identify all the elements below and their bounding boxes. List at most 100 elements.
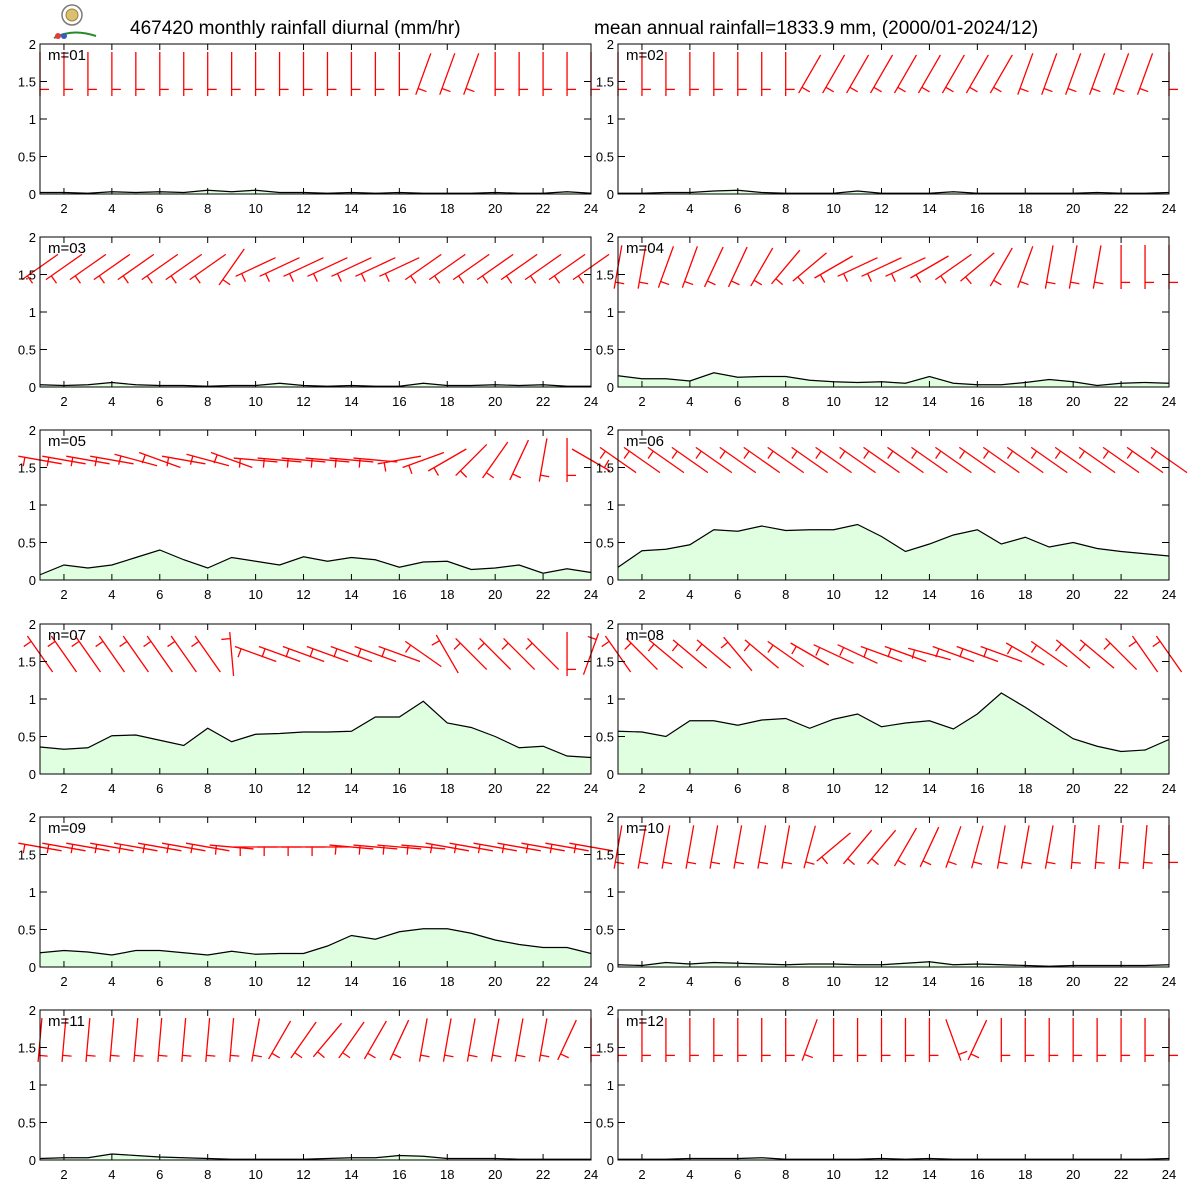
wind-barb bbox=[695, 446, 733, 474]
wind-barb bbox=[1041, 53, 1058, 95]
wind-barb bbox=[111, 52, 121, 96]
rain-area bbox=[40, 550, 591, 580]
x-tick-label: 10 bbox=[826, 587, 840, 602]
wind-barb bbox=[501, 637, 536, 671]
y-tick-label: 2 bbox=[607, 37, 614, 52]
wind-barb bbox=[231, 52, 241, 96]
wind-barb bbox=[671, 446, 709, 474]
wind-barb bbox=[353, 457, 398, 468]
wind-barb bbox=[934, 253, 972, 284]
x-tick-label: 10 bbox=[248, 394, 262, 409]
x-tick-label: 24 bbox=[584, 201, 598, 216]
panel-frame bbox=[617, 1009, 1170, 1161]
wind-barb bbox=[1044, 245, 1056, 289]
y-tick-label: 0 bbox=[607, 573, 614, 588]
wind-barb bbox=[452, 253, 490, 284]
x-tick-label: 10 bbox=[248, 587, 262, 602]
x-tick-label: 2 bbox=[60, 587, 67, 602]
wind-barb bbox=[919, 826, 940, 868]
wind-barb bbox=[1006, 446, 1044, 474]
wind-barb bbox=[477, 637, 512, 671]
x-tick-label: 12 bbox=[296, 394, 310, 409]
wind-barb bbox=[846, 54, 870, 94]
wind-barb bbox=[186, 453, 230, 467]
wind-barb bbox=[1065, 53, 1082, 95]
wind-barb bbox=[61, 1018, 72, 1062]
x-tick-label: 22 bbox=[536, 394, 550, 409]
wind-barb bbox=[312, 1022, 343, 1059]
wind-barb bbox=[815, 446, 853, 474]
y-tick-label: 2 bbox=[607, 230, 614, 245]
x-tick-label: 20 bbox=[488, 201, 502, 216]
wind-barb bbox=[839, 446, 876, 474]
panel-m=03: 00.511.522 4 6 8 10 12 14 16 18 20 22 24m=03 bbox=[18, 230, 610, 409]
y-tick-label: 0.5 bbox=[18, 536, 36, 551]
wind-barb bbox=[733, 825, 745, 869]
wind-barb bbox=[737, 1018, 747, 1062]
x-tick-label: 16 bbox=[970, 394, 984, 409]
wind-barb bbox=[415, 53, 432, 95]
wind-barb bbox=[234, 645, 277, 663]
x-tick-label: 10 bbox=[248, 974, 262, 989]
panel-frame bbox=[617, 816, 1170, 968]
wind-barb bbox=[887, 446, 924, 474]
wind-barb bbox=[917, 54, 941, 94]
wind-barb bbox=[965, 54, 989, 94]
wind-barb bbox=[647, 446, 685, 474]
x-tick-label: 4 bbox=[686, 587, 693, 602]
wind-barb bbox=[494, 52, 505, 96]
y-tick-label: 2 bbox=[29, 230, 36, 245]
x-tick-label: 8 bbox=[782, 394, 789, 409]
x-tick-label: 4 bbox=[108, 394, 115, 409]
y-tick-label: 0.5 bbox=[596, 1116, 614, 1131]
x-tick-label: 20 bbox=[1066, 1167, 1080, 1182]
y-tick-label: 0.5 bbox=[596, 536, 614, 551]
panel-m=07: 00.511.522 4 6 8 10 12 14 16 18 20 22 24m=07 bbox=[18, 617, 600, 796]
y-tick-label: 0 bbox=[29, 960, 36, 975]
y-tick-label: 2 bbox=[29, 423, 36, 438]
x-tick-label: 22 bbox=[1114, 1167, 1128, 1182]
wind-barb bbox=[114, 453, 158, 467]
x-tick-label: 10 bbox=[826, 781, 840, 796]
wind-barb bbox=[971, 825, 984, 869]
month-label: m=11 bbox=[48, 1013, 85, 1030]
wind-barb bbox=[1142, 825, 1153, 869]
wind-barb bbox=[945, 1019, 968, 1061]
panel-frame bbox=[617, 236, 1170, 388]
wind-barb bbox=[641, 1018, 651, 1062]
x-tick-label: 22 bbox=[1114, 394, 1128, 409]
y-tick-label: 1.5 bbox=[18, 655, 36, 670]
x-tick-label: 10 bbox=[248, 201, 262, 216]
y-tick-label: 1.5 bbox=[596, 461, 614, 476]
x-tick-label: 8 bbox=[782, 587, 789, 602]
wind-barb bbox=[455, 443, 488, 478]
x-tick-label: 6 bbox=[156, 201, 163, 216]
wind-barb bbox=[832, 1018, 843, 1062]
x-tick-label: 18 bbox=[1018, 587, 1032, 602]
wind-barb bbox=[1044, 825, 1056, 869]
panel-m=08: 00.511.522 4 6 8 10 12 14 16 18 20 22 24m=08 bbox=[596, 617, 1183, 796]
wind-barb bbox=[861, 257, 902, 282]
y-tick-label: 1.5 bbox=[18, 461, 36, 476]
rain-line bbox=[39, 1153, 591, 1160]
rain-line bbox=[617, 523, 1170, 568]
wind-barb bbox=[1055, 639, 1091, 669]
wind-barb bbox=[185, 842, 230, 854]
wind-barb bbox=[138, 451, 181, 469]
panel-m=05: 00.511.522 4 6 8 10 12 14 16 18 20 22 24m=05 bbox=[18, 423, 611, 602]
wind-barb bbox=[709, 825, 721, 869]
rain-line bbox=[618, 189, 1170, 194]
month-label: m=05 bbox=[48, 433, 86, 450]
wind-barb bbox=[960, 252, 995, 285]
x-tick-label: 6 bbox=[156, 587, 163, 602]
wind-barb bbox=[90, 455, 134, 467]
x-tick-label: 10 bbox=[248, 1167, 262, 1182]
wind-barb bbox=[856, 1018, 867, 1062]
wind-barb bbox=[466, 1018, 478, 1062]
wind-barb bbox=[114, 842, 158, 854]
x-tick-label: 6 bbox=[734, 201, 741, 216]
wind-barb bbox=[221, 632, 235, 676]
wind-barb bbox=[689, 52, 699, 96]
x-tick-label: 18 bbox=[1018, 201, 1032, 216]
x-tick-label: 24 bbox=[1162, 781, 1176, 796]
